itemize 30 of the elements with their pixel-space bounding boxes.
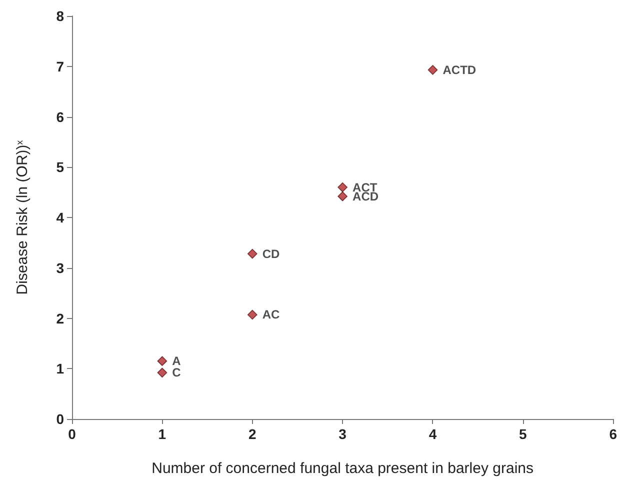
x-tick-label: 2 [248,426,256,442]
y-tick-label: 2 [56,310,64,326]
x-tick-label: 4 [428,426,437,442]
y-tick-label: 6 [56,108,64,125]
x-tick-label: 0 [68,426,76,442]
point [338,191,348,202]
x-axis-title: Number of concerned fungal taxa present in barley grains [152,460,534,477]
annotation: A [172,354,182,368]
y-tick-label: 8 [56,8,64,24]
point [157,356,168,366]
x-tick-label: 3 [338,426,347,442]
y-tick-label: 1 [56,360,64,377]
point [428,65,438,75]
point [157,368,168,378]
annotation: ACTD [442,62,476,77]
x-tick-label: 6 [609,426,618,442]
point [247,248,258,259]
y-tick-label: 7 [56,58,64,74]
y-axis-title: Disease Risk (ln (OR))x [14,140,31,295]
x-tick-label: 5 [519,426,528,442]
annotation: AC [262,308,280,322]
y-tick-label: 0 [56,411,64,427]
y-tick-label: 5 [56,159,64,176]
annotation: C [172,366,182,380]
point [338,182,348,192]
y-tick-label: 4 [56,210,64,226]
x-tick-label: 1 [158,426,166,442]
point [247,310,258,320]
y-tick-label: 3 [56,260,64,276]
annotation: CD [262,246,280,261]
